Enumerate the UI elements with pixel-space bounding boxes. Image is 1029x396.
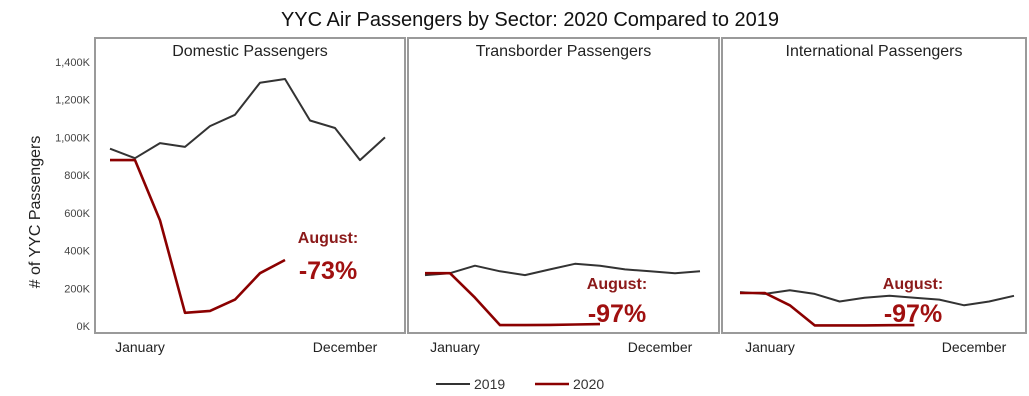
x-tick-label-start: January [115, 339, 165, 355]
annotation-value: -73% [299, 257, 357, 285]
annotation-label: August: [883, 276, 943, 293]
y-tick-label: 600K [64, 208, 90, 220]
x-tick-label-end: December [628, 339, 693, 355]
panel: Transborder Passengers January December Aug… [407, 37, 720, 355]
x-tick-label-start: January [430, 339, 480, 355]
panel-title: International Passengers [786, 43, 963, 60]
y-tick-label: 1,200K [55, 95, 91, 107]
y-tick-label: 0K [77, 321, 91, 333]
legend-label-2020: 2020 [573, 376, 604, 392]
series-line-2019 [424, 262, 701, 277]
y-tick-label: 800K [64, 170, 90, 182]
chart-title: YYC Air Passengers by Sector: 2020 Compa… [281, 9, 779, 31]
y-tick-label: 1,000K [55, 132, 91, 144]
panel-title: Transborder Passengers [476, 43, 652, 60]
series-line-2020 [110, 158, 286, 315]
series-line-2020 [740, 291, 915, 327]
annotation-label: August: [587, 276, 647, 293]
annotation-value: -97% [588, 300, 646, 328]
legend-label-2019: 2019 [474, 376, 505, 392]
y-axis-ticks: 0K 200K 400K 600K 800K 1,000K 1,200K 1,400K [55, 57, 91, 333]
series-line-2019 [739, 289, 1015, 307]
panel-frame [94, 37, 406, 334]
annotation-value: -97% [884, 300, 942, 328]
annotation-label: August: [298, 230, 358, 247]
panel-frame [721, 37, 1027, 334]
y-tick-label: 1,400K [55, 57, 91, 69]
panel: International Passengers January December A… [721, 37, 1027, 355]
y-axis-label: # of YYC Passengers [27, 136, 44, 289]
y-tick-label: 400K [64, 246, 90, 258]
x-tick-label-end: December [313, 339, 378, 355]
legend: 2019 2020 [436, 376, 604, 392]
y-tick-label: 200K [64, 283, 90, 295]
x-tick-label-end: December [942, 339, 1007, 355]
panel-title: Domestic Passengers [172, 43, 328, 60]
panels: Domestic Passengers January December August… [94, 37, 1027, 355]
series-line-2020 [425, 271, 601, 327]
panel: Domestic Passengers January December August… [94, 37, 406, 355]
x-tick-label-start: January [745, 339, 795, 355]
panel-frame [407, 37, 720, 334]
series-line-2019 [109, 78, 386, 162]
